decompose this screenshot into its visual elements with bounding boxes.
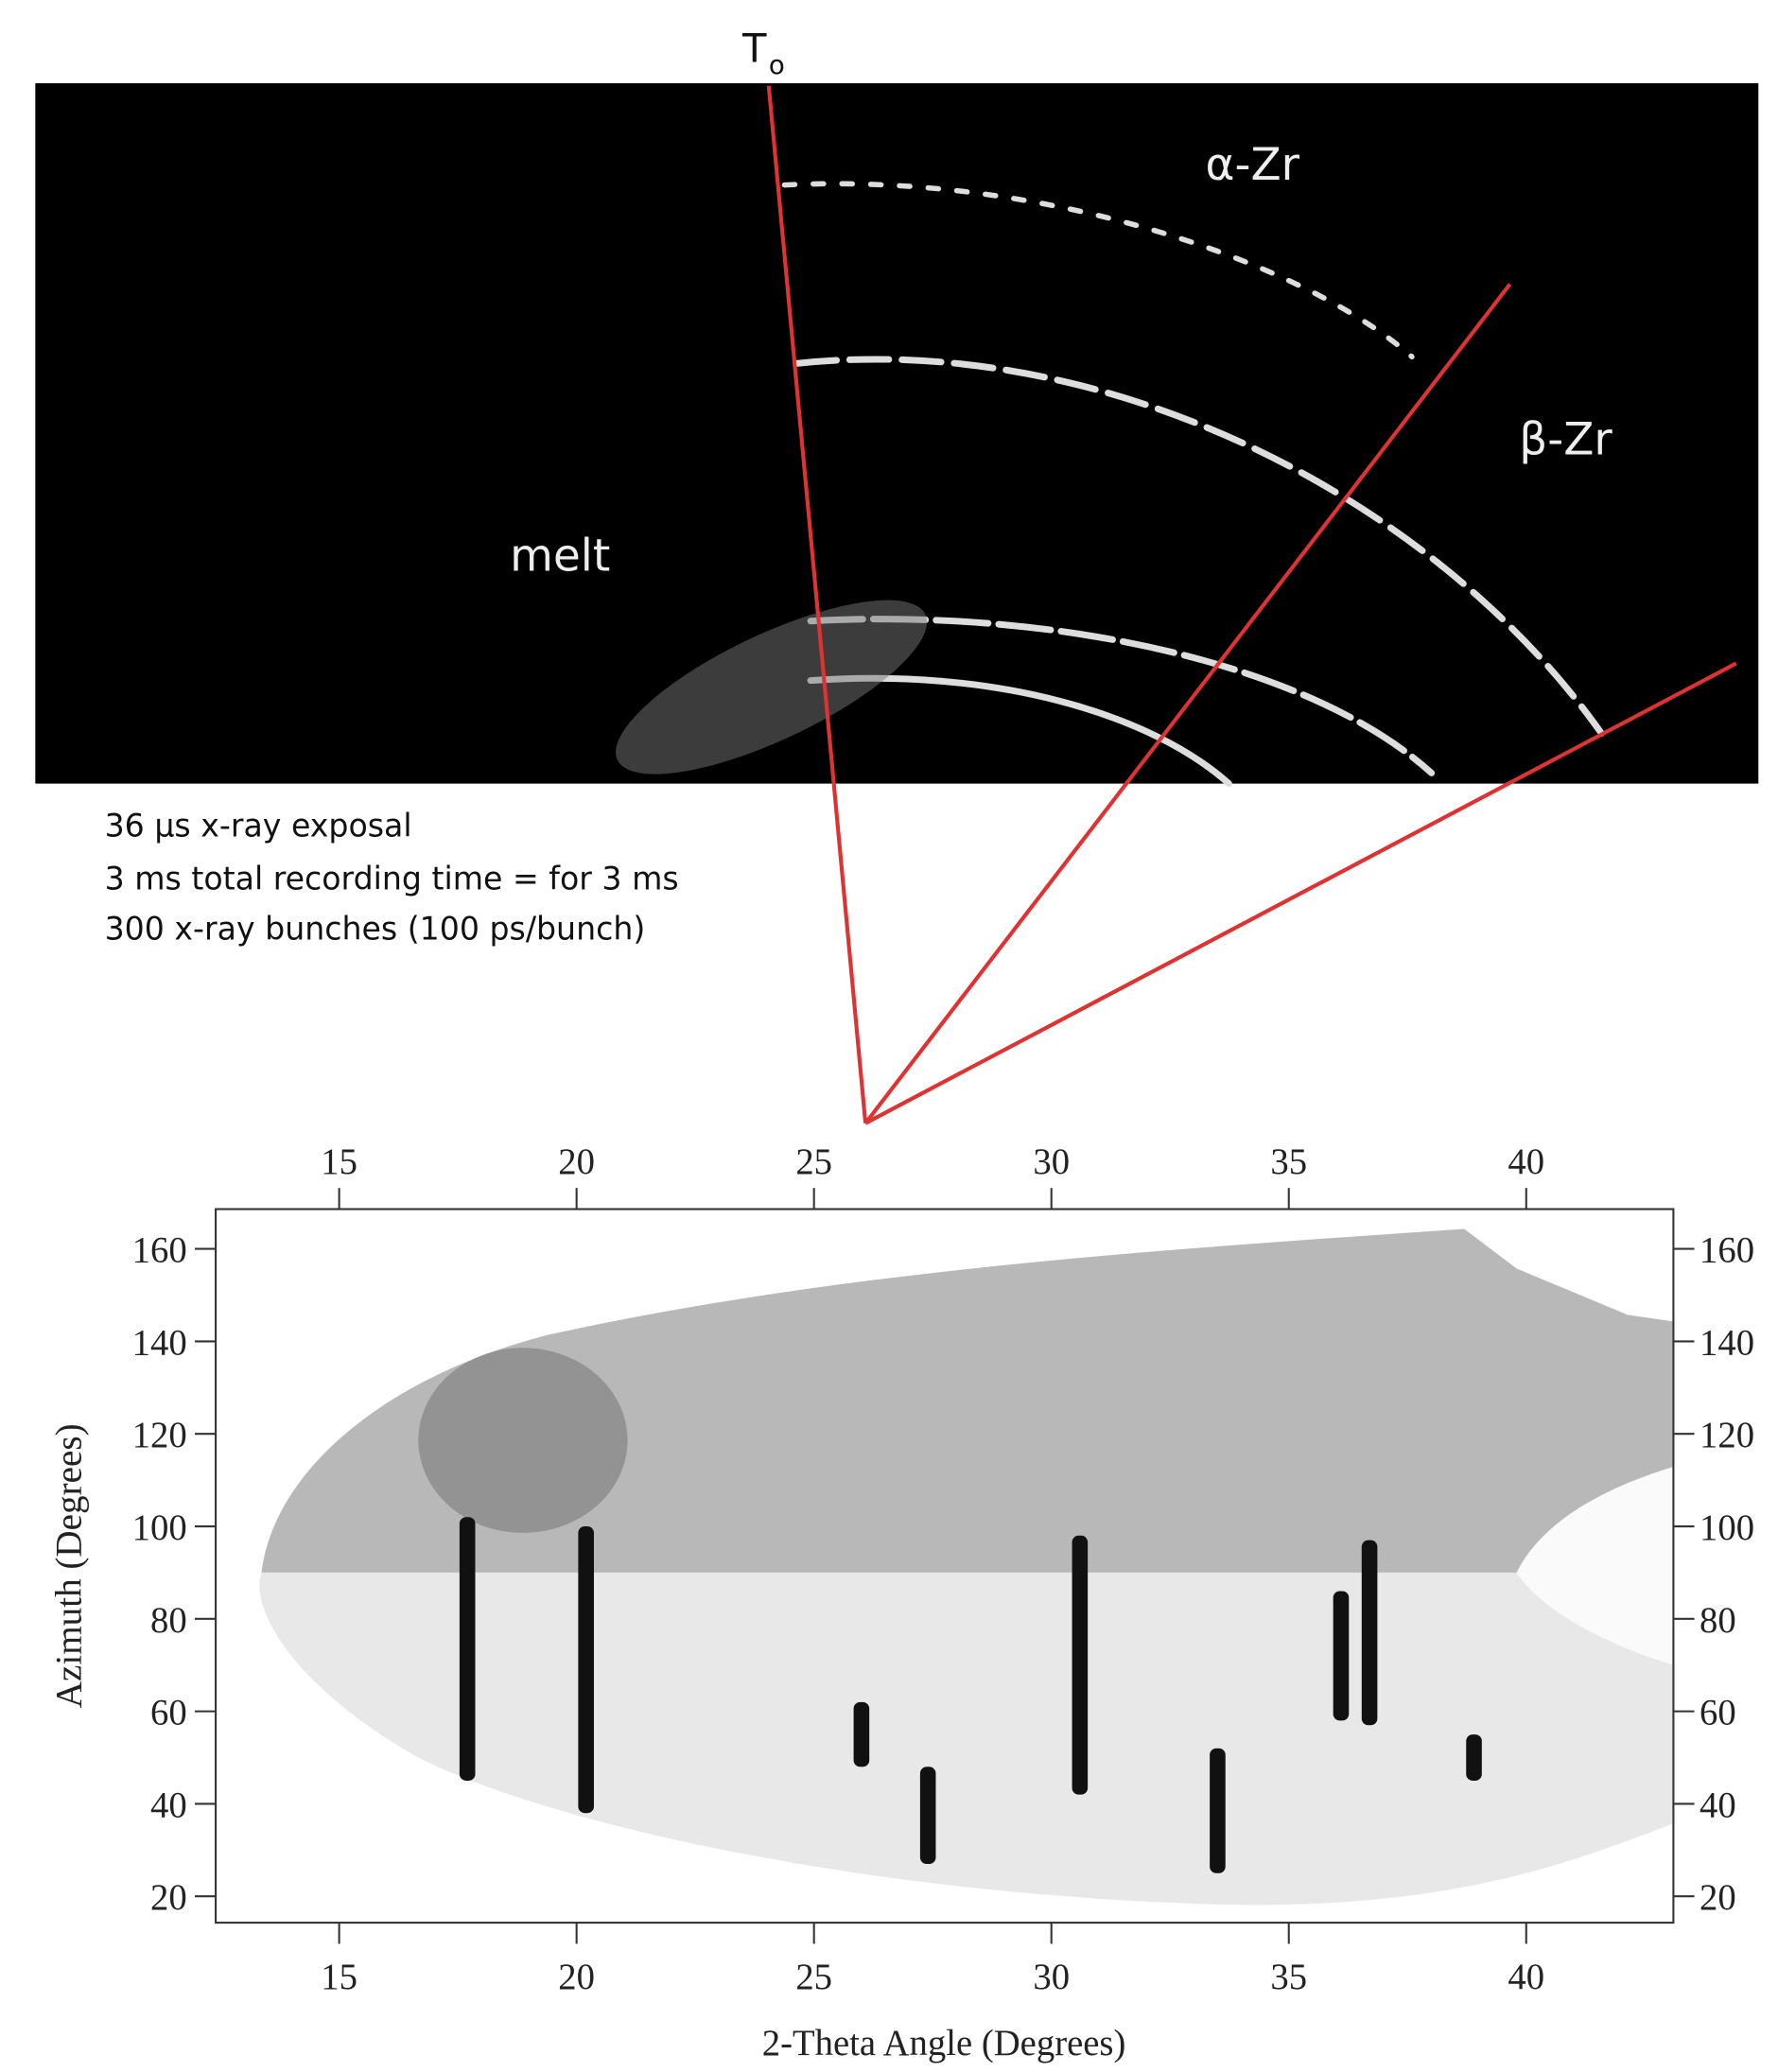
streak bbox=[1466, 1734, 1482, 1781]
y-tick-label: 120 bbox=[132, 1415, 187, 1455]
x-tick-label: 30 bbox=[1033, 1957, 1070, 1997]
x-axis-title: 2-Theta Angle (Degrees) bbox=[762, 2023, 1126, 2063]
t-label: T bbox=[741, 25, 767, 71]
y-tick-label: 140 bbox=[132, 1322, 187, 1363]
y-tick-label: 100 bbox=[132, 1507, 187, 1548]
y-tick-label: 20 bbox=[150, 1877, 187, 1918]
page: {"chart_data": {"type": "heatmap-image",… bbox=[0, 0, 1778, 2072]
x-tick-label: 25 bbox=[795, 1957, 832, 1997]
y-tick-label-right: 20 bbox=[1700, 1877, 1736, 1918]
beta-label: β-Zr bbox=[1519, 413, 1612, 465]
dark-region bbox=[418, 1348, 627, 1533]
y-tick-label-right: 100 bbox=[1700, 1507, 1754, 1548]
caption-line: 36 μs x-ray exposal bbox=[105, 807, 412, 844]
streak bbox=[1334, 1591, 1350, 1720]
streak bbox=[578, 1526, 594, 1813]
y-tick-label-right: 40 bbox=[1700, 1785, 1736, 1825]
streak bbox=[460, 1517, 476, 1781]
figure: T o α-Zr β-Zr melt 36 μs x-ray exposal 3… bbox=[0, 0, 1778, 2072]
y-tick-label: 60 bbox=[150, 1692, 187, 1732]
x-tick-label-top: 20 bbox=[558, 1141, 595, 1182]
y-tick-label: 80 bbox=[150, 1600, 187, 1641]
y-tick-label-right: 60 bbox=[1700, 1692, 1736, 1732]
caption-line: 300 x-ray bunches (100 ps/bunch) bbox=[105, 910, 646, 947]
y-tick-label-right: 140 bbox=[1700, 1322, 1754, 1363]
t-subscript: o bbox=[769, 49, 785, 80]
x-tick-label: 40 bbox=[1508, 1957, 1544, 1997]
y-tick-label-right: 80 bbox=[1700, 1600, 1736, 1641]
x-tick-label: 15 bbox=[321, 1957, 357, 1997]
y-axis-title: Azimuth (Degrees) bbox=[49, 1423, 90, 1708]
y-tick-label-right: 120 bbox=[1700, 1415, 1754, 1455]
streak bbox=[1072, 1536, 1089, 1795]
x-tick-label: 35 bbox=[1270, 1957, 1307, 1997]
streak bbox=[1362, 1541, 1378, 1726]
x-tick-label-top: 15 bbox=[321, 1141, 357, 1182]
x-tick-label-top: 40 bbox=[1508, 1141, 1544, 1182]
x-tick-label-top: 30 bbox=[1033, 1141, 1070, 1182]
melt-label: melt bbox=[510, 530, 610, 582]
caption-line: 3 ms total recording time = for 3 ms bbox=[105, 860, 679, 897]
streak bbox=[1210, 1749, 1226, 1873]
y-tick-label: 160 bbox=[132, 1229, 187, 1270]
x-tick-label-top: 25 bbox=[795, 1141, 832, 1182]
y-tick-label: 40 bbox=[150, 1785, 187, 1825]
x-tick-label: 20 bbox=[558, 1957, 595, 1997]
streak bbox=[854, 1702, 870, 1767]
streak bbox=[920, 1767, 936, 1864]
alpha-label: α-Zr bbox=[1206, 139, 1300, 191]
y-tick-label-right: 160 bbox=[1700, 1229, 1754, 1270]
x-tick-label-top: 35 bbox=[1270, 1141, 1307, 1182]
